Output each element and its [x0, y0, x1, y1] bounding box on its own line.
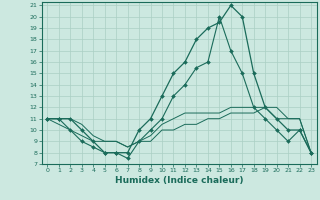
- X-axis label: Humidex (Indice chaleur): Humidex (Indice chaleur): [115, 176, 244, 185]
